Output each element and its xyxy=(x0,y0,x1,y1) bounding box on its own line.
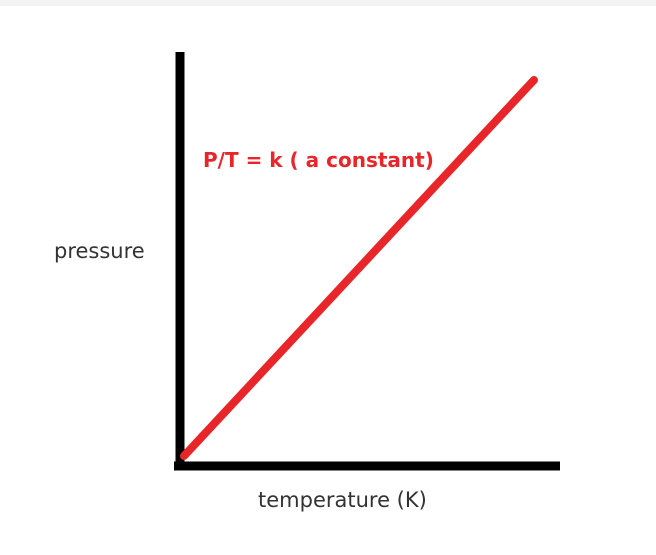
series-line-0 xyxy=(180,76,538,460)
x-axis-label: temperature (K) xyxy=(258,488,427,512)
series-layer xyxy=(180,76,538,460)
top-band xyxy=(0,0,656,6)
annotation-label: P/T = k ( a constant) xyxy=(203,148,434,172)
y-axis-label: pressure xyxy=(54,239,145,263)
